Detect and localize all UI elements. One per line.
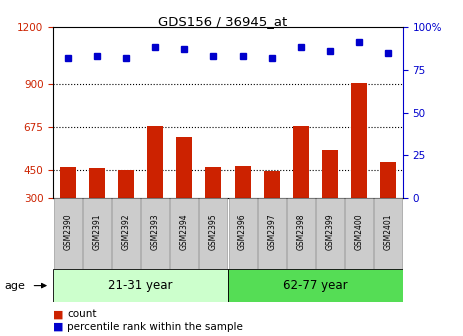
Text: ■: ■ [53,309,64,319]
Text: GSM2390: GSM2390 [63,214,72,250]
Bar [229,198,257,269]
Bar [206,167,221,198]
Text: count: count [67,309,97,319]
Bar [287,198,315,269]
Bar [293,126,309,198]
Text: GSM2391: GSM2391 [93,214,101,250]
Text: 62-77 year: 62-77 year [283,279,348,292]
Bar [118,170,134,198]
Bar [112,198,140,269]
Text: GDS156 / 36945_at: GDS156 / 36945_at [157,15,287,28]
Text: GSM2392: GSM2392 [122,214,131,250]
Bar [235,166,250,198]
Bar [374,198,402,269]
Text: GSM2398: GSM2398 [296,214,306,250]
Bar [147,126,163,198]
Bar [89,168,105,198]
Text: GSM2397: GSM2397 [267,214,276,250]
Bar [345,198,373,269]
Text: GSM2394: GSM2394 [180,214,189,250]
Bar [60,167,76,198]
Bar [170,198,198,269]
Bar [176,137,192,198]
Text: GSM2401: GSM2401 [384,214,393,250]
Text: GSM2395: GSM2395 [209,214,218,250]
Text: GSM2399: GSM2399 [325,214,334,250]
Text: GSM2396: GSM2396 [238,214,247,250]
FancyArrowPatch shape [34,283,46,288]
Bar [316,198,344,269]
Bar [228,269,403,302]
Text: ■: ■ [53,322,64,332]
Text: GSM2400: GSM2400 [355,214,363,250]
Bar [264,171,280,198]
Text: age: age [5,281,25,291]
Bar [141,198,169,269]
Text: percentile rank within the sample: percentile rank within the sample [67,322,243,332]
Bar [53,269,228,302]
Text: 21-31 year: 21-31 year [108,279,173,292]
Bar [322,150,338,198]
Bar [351,83,367,198]
Bar [258,198,286,269]
Bar [83,198,111,269]
Text: GSM2393: GSM2393 [150,214,160,250]
Bar [200,198,227,269]
Bar [380,162,396,198]
Bar [54,198,82,269]
